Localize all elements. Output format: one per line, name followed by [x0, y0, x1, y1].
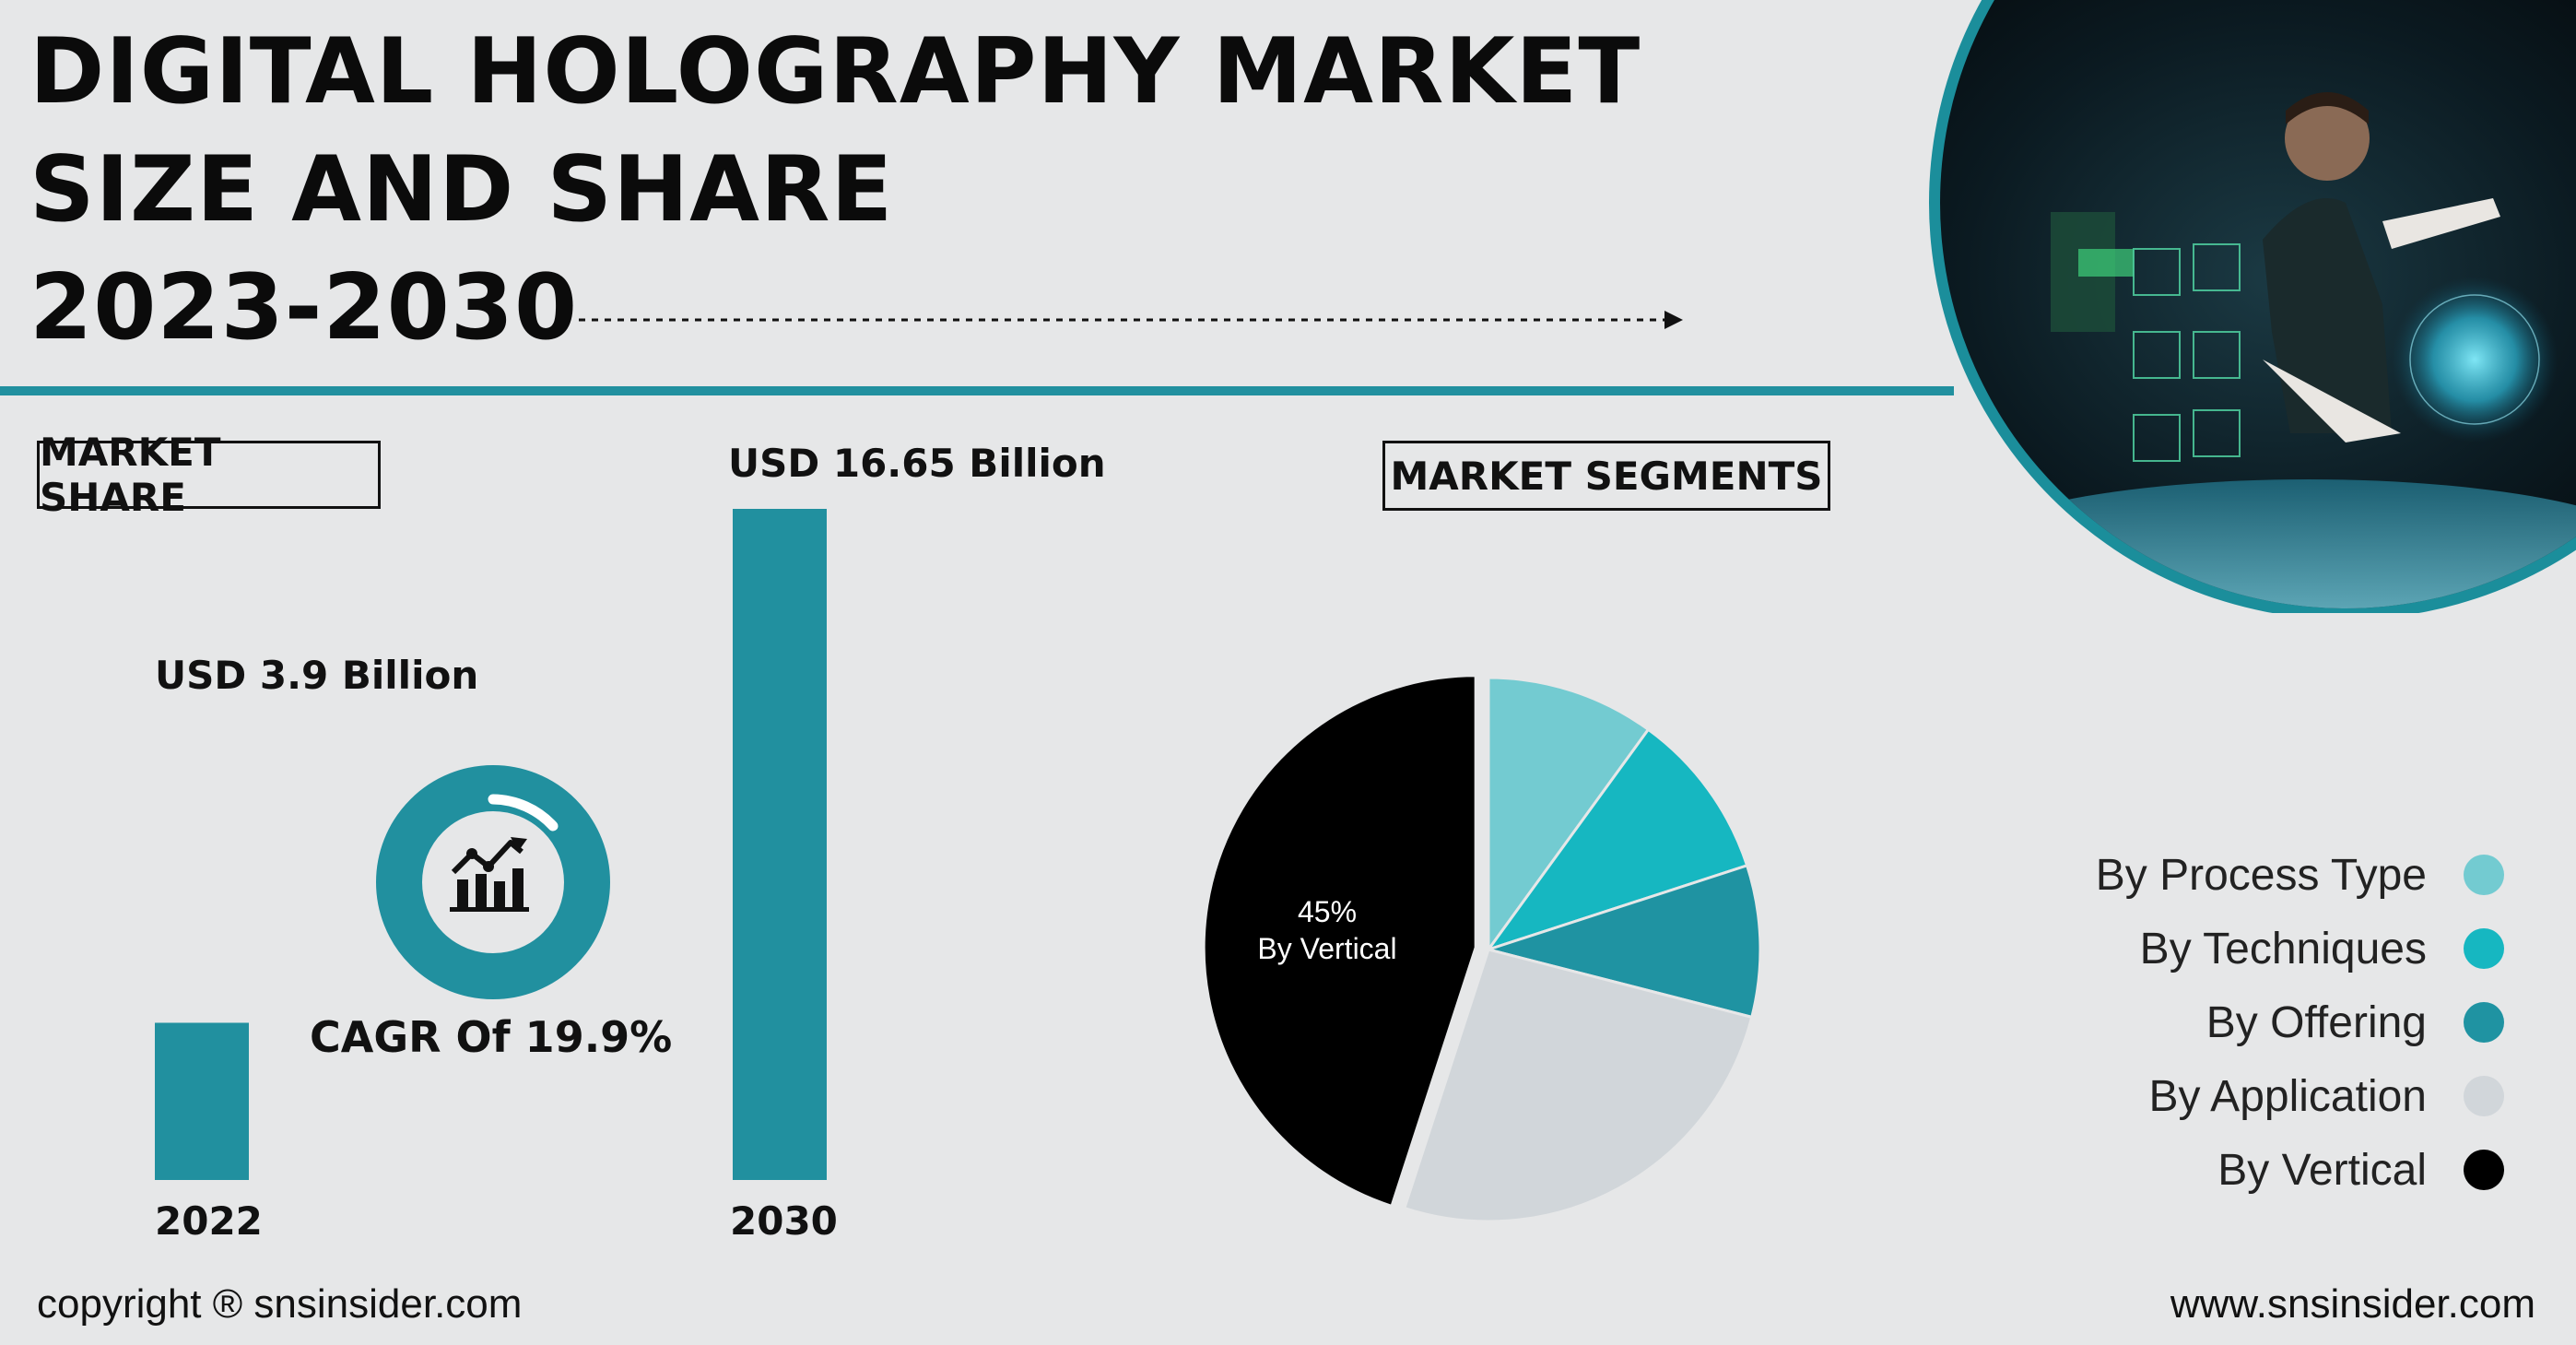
legend-label: By Techniques [2139, 924, 2427, 973]
legend-label: By Vertical [2217, 1145, 2427, 1195]
page-title: DIGITAL HOLOGRAPHY MARKET SIZE AND SHARE… [29, 13, 1641, 367]
bar-2030 [733, 509, 827, 1180]
hologram-photo [1929, 0, 2576, 613]
pie-slice-by-techniques [1485, 727, 1749, 952]
pie-slice-by-process-type [1487, 676, 1651, 954]
legend-swatch [2464, 1076, 2504, 1116]
legend-swatch [2464, 1002, 2504, 1043]
cagr-text: CAGR Of 19.9% [310, 1012, 673, 1062]
header-divider [0, 386, 1954, 395]
website-link[interactable]: www.snsinsider.com [2170, 1281, 2535, 1327]
legend-swatch [2464, 855, 2504, 895]
bar-value-label-2022: USD 3.9 Billion [155, 653, 479, 698]
legend-label: By Offering [2205, 997, 2427, 1047]
title-line-3: 2023-2030 [29, 255, 579, 360]
copyright-text: copyright ® snsinsider.com [37, 1281, 523, 1327]
pie-slice-by-vertical [1202, 674, 1477, 1209]
x-tick-label-2030: 2030 [730, 1198, 838, 1244]
pie-center-value: 45% [1298, 895, 1357, 928]
legend-item-by-process-type: By Process Type [2095, 850, 2504, 900]
pie-slice-by-application [1402, 948, 1754, 1223]
cagr-donut [376, 765, 610, 999]
legend-item-by-vertical: By Vertical [2217, 1145, 2504, 1195]
title-line-1: DIGITAL HOLOGRAPHY MARKET [29, 19, 1641, 124]
bar-chart [155, 509, 827, 1180]
legend-label: By Process Type [2095, 850, 2427, 900]
pie-chart: 45% By Vertical [1202, 674, 1762, 1223]
pie-center-label: By Vertical [1257, 932, 1396, 965]
legend-item-by-offering: By Offering [2205, 997, 2504, 1047]
title-line-2: SIZE AND SHARE [29, 137, 894, 242]
legend-item-by-application: By Application [2148, 1071, 2504, 1121]
chart-analytics-icon [450, 837, 529, 912]
x-tick-label-2022: 2022 [155, 1198, 263, 1244]
bar-value-label-2030: USD 16.65 Billion [728, 441, 1106, 486]
legend-swatch [2464, 1150, 2504, 1190]
legend-item-by-techniques: By Techniques [2139, 924, 2504, 973]
market-segments-label: MARKET SEGMENTS [1382, 441, 1830, 511]
legend-swatch [2464, 928, 2504, 969]
pie-slice-by-offering [1483, 863, 1762, 1020]
dotted-arrow-decoration [579, 311, 1683, 329]
bar-2022 [155, 1022, 249, 1180]
legend-label: By Application [2148, 1071, 2427, 1121]
